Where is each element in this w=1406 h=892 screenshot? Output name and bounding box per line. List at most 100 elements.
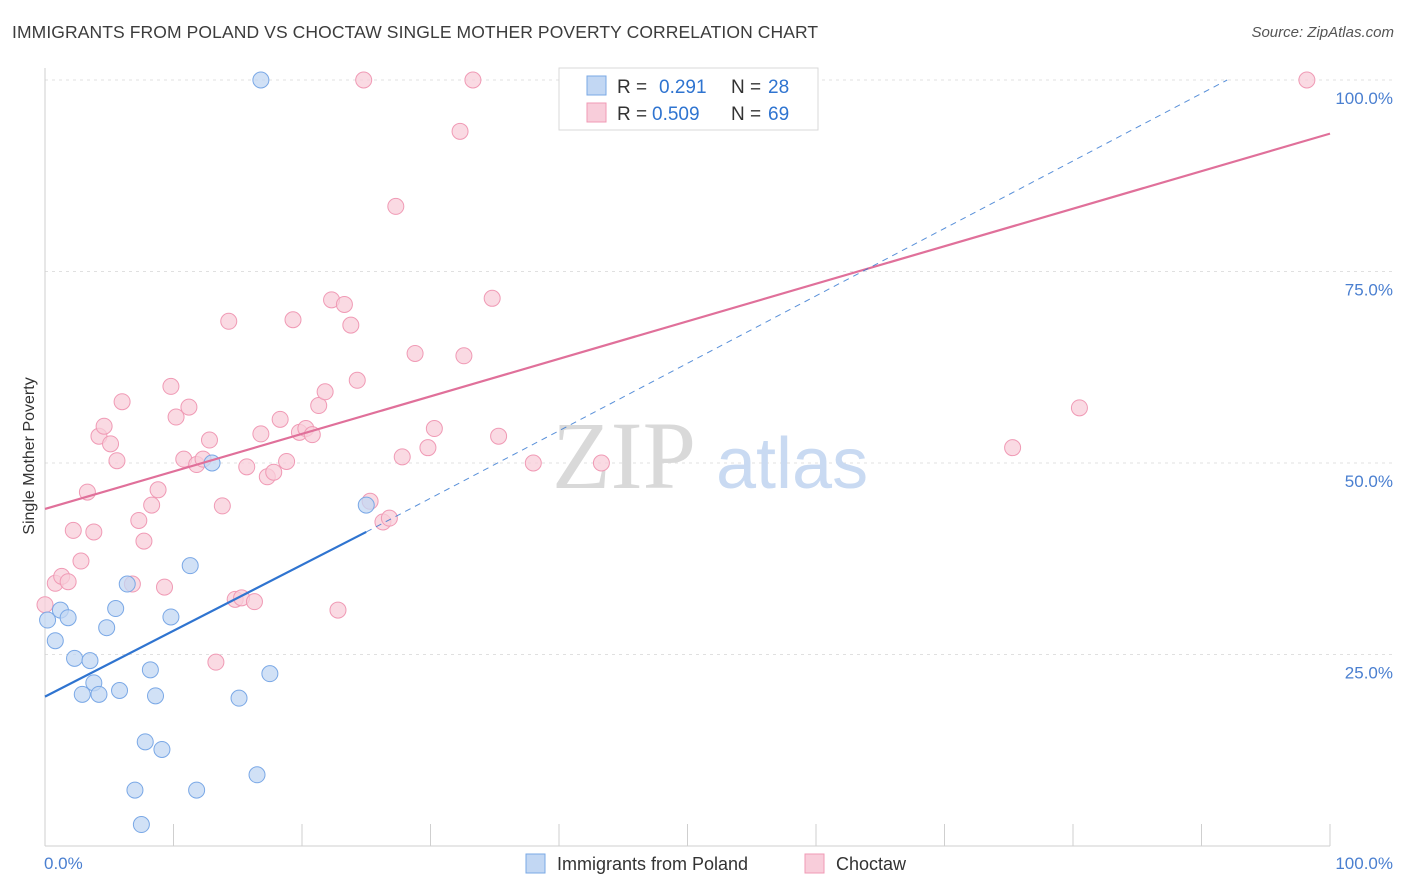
choctaw-point [284,311,302,329]
poland-point [81,652,99,670]
poland-point [181,557,199,575]
trend-lines [44,79,1331,698]
choctaw-point [213,497,231,515]
source-label: Source: ZipAtlas.com [1251,24,1394,41]
choctaw-point [342,316,360,334]
legend-r-value-choctaw: 0.509 [652,104,700,125]
grid-lines [45,79,1393,655]
poland-point [111,682,129,700]
legend-n-value-poland: 28 [768,77,789,98]
legend-r-label-poland: R = [617,77,647,98]
choctaw-point [335,295,353,313]
choctaw-point [524,454,542,472]
legend-r-value-poland: 0.291 [659,77,707,98]
choctaw-point [156,578,174,596]
choctaw-point [252,425,270,443]
choctaw-point [162,377,180,395]
legend-r-label-choctaw: R = [617,104,647,125]
choctaw-point [348,371,366,389]
poland-point [252,71,270,89]
poland-trend-line [44,530,367,698]
poland-point [141,661,159,679]
y-tick-label: 25.0% [1345,664,1393,683]
choctaw-point [455,347,473,365]
legend-swatch-poland [586,75,607,96]
choctaw-point [59,573,77,591]
choctaw-point [149,481,167,499]
choctaw-point [316,383,334,401]
choctaw-point [355,71,373,89]
x-ticks [173,824,1331,846]
choctaw-point [36,596,54,614]
poland-trend-extension [366,79,1228,533]
poland-points [39,71,375,834]
poland-point [98,619,116,637]
bottom-legend: Immigrants from Poland Choctaw [525,853,907,874]
choctaw-point [207,653,225,671]
legend-swatch-choctaw [586,102,607,123]
choctaw-point [245,593,263,611]
choctaw-point [135,532,153,550]
choctaw-point [1298,71,1316,89]
choctaw-point [419,439,437,457]
poland-point [126,781,144,799]
chart-title: IMMIGRANTS FROM POLAND VS CHOCTAW SINGLE… [12,22,819,42]
choctaw-point [1004,439,1022,457]
poland-point [39,611,57,629]
poland-point [73,685,91,703]
choctaw-point [180,398,198,416]
choctaw-point [220,312,238,330]
choctaw-point [406,344,424,362]
choctaw-point [143,496,161,514]
choctaw-point [167,408,185,426]
poland-point [66,649,84,667]
choctaw-point [278,452,296,470]
x-tick-label-max: 100.0% [1335,854,1393,873]
poland-point [147,687,165,705]
poland-point [132,816,150,834]
y-tick-label: 75.0% [1345,281,1393,300]
choctaw-trend-line [44,132,1331,511]
y-tick-label: 50.0% [1345,472,1393,491]
choctaw-point [64,521,82,539]
y-axis-title: Single Mother Poverty [21,377,38,534]
poland-point [90,685,108,703]
poland-point [357,496,375,514]
choctaw-point [102,435,120,453]
choctaw-point [393,448,411,466]
choctaw-point [108,452,126,470]
watermark: ZIP atlas [552,402,868,509]
choctaw-point [72,552,90,570]
poland-point [59,609,77,627]
poland-point [188,781,206,799]
y-tick-label: 100.0% [1335,89,1393,108]
choctaw-point [483,289,501,307]
watermark-atlas: atlas [716,424,868,504]
choctaw-point [387,197,405,215]
poland-point [46,632,64,650]
poland-point [261,665,279,683]
legend-n-label-choctaw: N = [731,104,761,125]
y-tick-labels: 25.0% 50.0% 75.0% 100.0% [1335,89,1393,683]
choctaw-point [130,511,148,529]
bottom-legend-swatch-choctaw [804,853,825,874]
legend-n-value-choctaw: 69 [768,104,789,125]
bottom-legend-label-poland: Immigrants from Poland [557,854,748,874]
poland-point [230,689,248,707]
choctaw-point [265,463,283,481]
choctaw-point [113,393,131,411]
legend: R = 0.291 N = 28 R = 0.509 N = 69 [558,67,819,131]
poland-point [107,600,125,618]
poland-point [248,766,266,784]
choctaw-point [490,427,508,445]
choctaw-point [310,397,328,415]
bottom-legend-swatch-poland [525,853,546,874]
choctaw-point [592,454,610,472]
x-tick-label-min: 0.0% [44,854,83,873]
choctaw-point [85,523,103,541]
legend-n-label-poland: N = [731,77,761,98]
choctaw-points [36,71,1316,671]
choctaw-point [329,601,347,619]
choctaw-point [238,458,256,476]
